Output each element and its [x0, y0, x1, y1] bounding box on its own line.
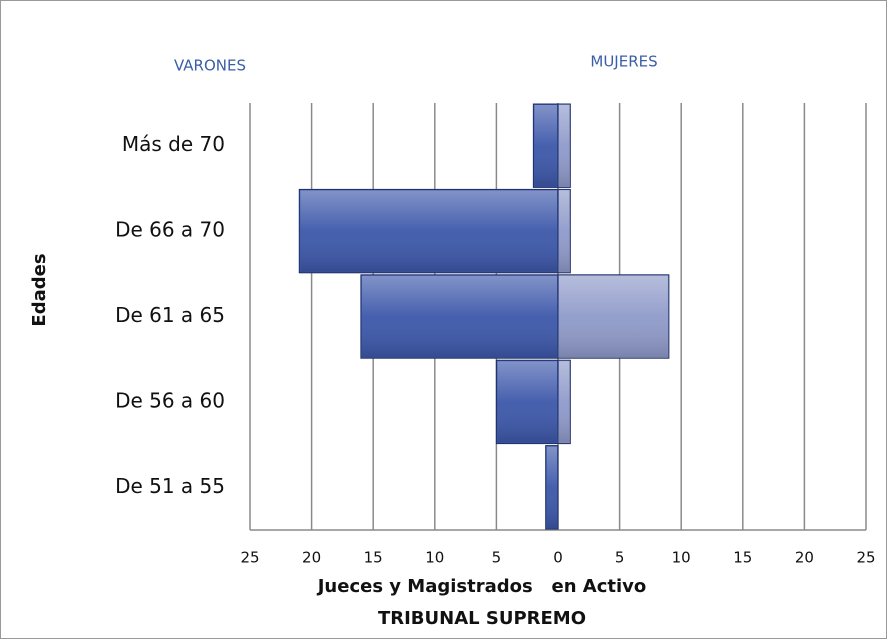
x-tick-label: 20	[302, 549, 321, 567]
legend-label: MUJERES	[590, 53, 657, 71]
x-tick-label: 25	[240, 549, 259, 567]
category-label: De 51 a 55	[115, 474, 225, 498]
category-label: De 56 a 60	[115, 388, 225, 412]
bar-shine	[559, 275, 668, 358]
x-tick-label: 10	[672, 549, 691, 567]
x-tick-label: 5	[615, 549, 625, 567]
subtitle: TRIBUNAL SUPREMO	[378, 608, 586, 629]
x-tick-label: 25	[856, 549, 875, 567]
x-tick-label: 15	[733, 549, 752, 567]
bar-shine	[361, 275, 557, 358]
category-label: De 66 a 70	[115, 218, 225, 242]
labels: Edades Jueces y Magistrados en Activo TR…	[29, 53, 876, 630]
y-axis-title: Edades	[29, 253, 50, 326]
legend-label: VARONES	[174, 57, 246, 75]
bar-shine	[300, 190, 557, 272]
x-tick-label: 10	[425, 549, 444, 567]
bar-shine	[534, 105, 557, 187]
category-label: Más de 70	[122, 132, 225, 156]
x-tick-label: 0	[553, 549, 563, 567]
category-label: De 61 a 65	[115, 303, 225, 327]
bar-shine	[559, 190, 570, 272]
x-tick-label: 5	[492, 549, 502, 567]
bar-shine	[559, 361, 570, 443]
x-tick-label: 20	[795, 549, 814, 567]
bar-shine	[546, 446, 557, 528]
x-tick-label: 15	[364, 549, 383, 567]
bars	[298, 103, 670, 530]
bar-shine	[559, 105, 570, 187]
bar-shine	[497, 361, 557, 443]
x-axis-title: Jueces y Magistrados en Activo	[316, 576, 647, 597]
